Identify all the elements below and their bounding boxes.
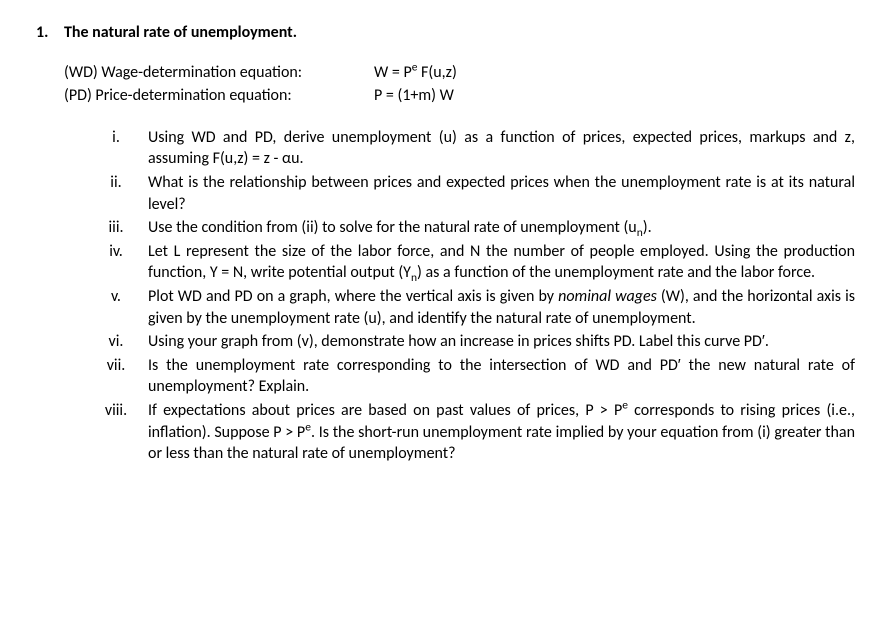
subquestion-text: Use the condition from (ii) to solve for… (148, 217, 855, 239)
question-number: 1. (36, 22, 64, 44)
subquestion-text: Using WD and PD, derive unemployment (u)… (148, 127, 855, 170)
question-header: 1. The natural rate of unemployment. (36, 22, 855, 44)
subquestion-item: vi.Using your graph from (v), demonstrat… (92, 331, 855, 353)
subquestion-marker: iv. (92, 241, 148, 284)
page: 1. The natural rate of unemployment. (WD… (0, 0, 891, 497)
subquestion-item: v.Plot WD and PD on a graph, where the v… (92, 286, 855, 329)
subquestion-list: i.Using WD and PD, derive unemployment (… (92, 127, 855, 465)
question-title: The natural rate of unemployment. (64, 22, 297, 44)
wd-formula: W = Pe F(u,z) (374, 62, 855, 84)
subquestion-item: i.Using WD and PD, derive unemployment (… (92, 127, 855, 170)
equation-block: (WD) Wage-determination equation: W = Pe… (64, 62, 855, 107)
subquestion-item: iv.Let L represent the size of the labor… (92, 241, 855, 284)
subquestion-marker: vii. (92, 355, 148, 398)
subquestion-text: What is the relationship between prices … (148, 172, 855, 215)
subquestion-marker: ii. (92, 172, 148, 215)
equation-row-wd: (WD) Wage-determination equation: W = Pe… (64, 62, 855, 84)
subquestion-marker: i. (92, 127, 148, 170)
subquestion-text: Is the unemployment rate corresponding t… (148, 355, 855, 398)
subquestion-marker: viii. (92, 400, 148, 465)
pd-formula: P = (1+m) W (374, 85, 855, 107)
subquestion-item: vii.Is the unemployment rate correspondi… (92, 355, 855, 398)
subquestion-text: If expectations about prices are based o… (148, 400, 855, 465)
subquestion-text: Using your graph from (v), demonstrate h… (148, 331, 855, 353)
subquestion-item: iii.Use the condition from (ii) to solve… (92, 217, 855, 239)
subquestion-text: Let L represent the size of the labor fo… (148, 241, 855, 284)
subquestion-item: viii.If expectations about prices are ba… (92, 400, 855, 465)
subquestion-item: ii.What is the relationship between pric… (92, 172, 855, 215)
subquestion-marker: vi. (92, 331, 148, 353)
subquestion-marker: iii. (92, 217, 148, 239)
pd-label: (PD) Price-determination equation: (64, 85, 374, 107)
subquestion-marker: v. (92, 286, 148, 329)
subquestion-text: Plot WD and PD on a graph, where the ver… (148, 286, 855, 329)
wd-label: (WD) Wage-determination equation: (64, 62, 374, 84)
equation-row-pd: (PD) Price-determination equation: P = (… (64, 85, 855, 107)
